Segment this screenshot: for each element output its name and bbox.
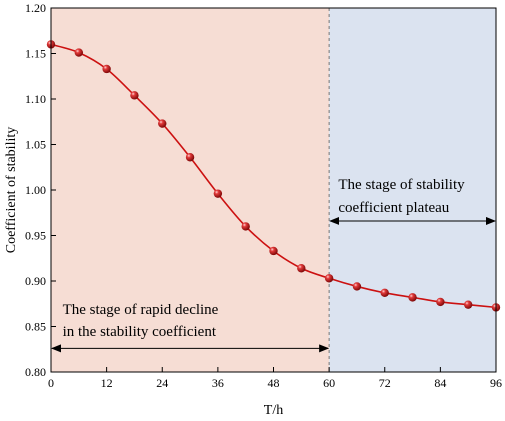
x-tick-label: 96 [490,376,502,390]
data-point [463,300,473,309]
y-tick-label: 0.95 [25,229,46,243]
x-tick-label: 48 [268,376,280,390]
data-point [436,297,445,307]
data-point [297,264,306,273]
data-point [102,64,111,74]
y-tick-label: 1.15 [25,47,46,61]
data-point [74,48,84,57]
x-tick-label: 36 [212,376,224,390]
x-tick-label: 84 [434,376,446,390]
data-point [324,274,334,283]
y-tick-label: 1.00 [25,183,46,197]
x-axis-label: T/h [264,403,283,418]
x-tick-label: 12 [101,376,113,390]
data-point [130,91,139,100]
y-tick-label: 1.20 [25,1,46,15]
data-point [269,246,278,256]
data-series [46,40,501,312]
data-point [213,189,223,198]
y-tick-label: 0.80 [25,365,46,379]
y-tick-label: 0.85 [25,320,46,334]
y-axis-label: Coefficient of stability [4,127,19,254]
stage-annotation-0-line-1: in the stability coefficient [63,324,217,340]
stage-annotations: The stage of rapid decline in the stabili… [51,177,496,353]
data-point [241,222,250,231]
stage-region-0 [51,8,330,372]
stage-region-1 [329,8,496,372]
axis-ticks: 0 12 24 36 48 60 72 84 96 0.80 0.85 0.90 0.95 1.00 1.0… [25,1,502,390]
data-point [352,282,362,291]
stage-annotation-1-line-0: The stage of stability [338,177,465,193]
x-tick-label: 0 [48,376,54,390]
data-point [408,293,417,302]
plot-frame [50,7,497,373]
data-point [380,288,389,298]
x-tick-label: 72 [379,376,391,390]
x-tick-label: 24 [156,376,168,390]
stage-annotation-1-line-1: coefficient plateau [338,200,449,216]
data-point [158,119,167,128]
stage-regions [51,8,496,372]
data-point [185,153,195,162]
stage-annotation-0-line-0: The stage of rapid decline [63,302,219,318]
y-tick-label: 0.90 [25,274,46,288]
x-tick-label: 60 [323,376,335,390]
y-tick-label: 1.05 [25,138,46,152]
y-tick-label: 1.10 [25,92,46,106]
